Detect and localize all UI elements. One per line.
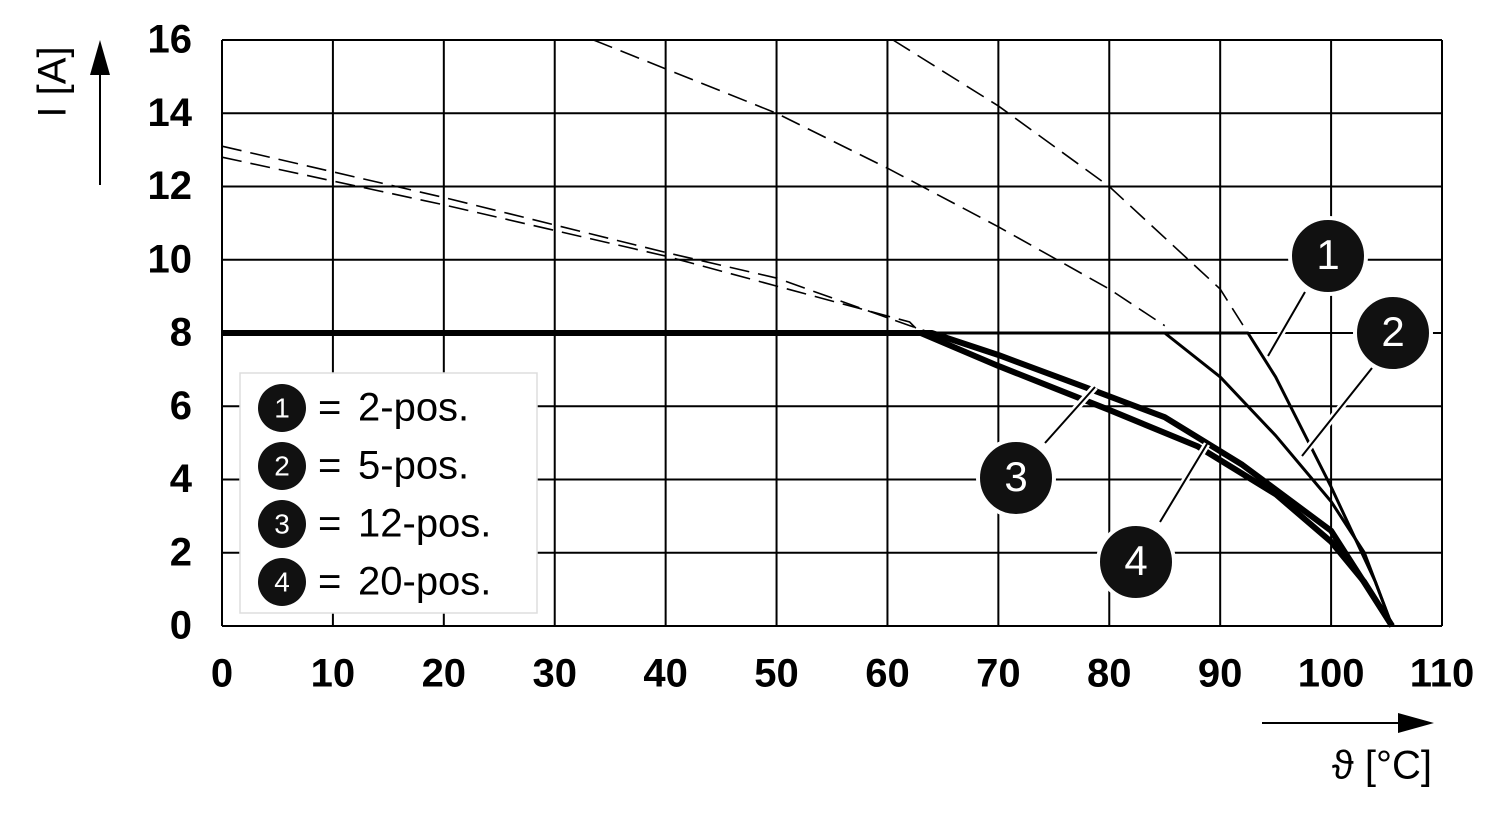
y-tick-label: 14 <box>148 91 193 135</box>
dashed-curve <box>221 156 922 334</box>
legend-separator: = <box>318 502 341 546</box>
legend-label: 20-pos. <box>358 560 491 604</box>
callout-circle <box>1353 293 1433 373</box>
derating-curve <box>222 331 1394 627</box>
x-tick-label: 30 <box>532 652 577 696</box>
callout-number: 1 <box>1316 231 1339 278</box>
x-tick-label: 10 <box>311 652 356 696</box>
y-axis-arrowhead <box>90 40 110 75</box>
legend-marker <box>258 500 306 548</box>
dashed-curve <box>221 145 933 334</box>
derating-curve <box>222 330 1395 628</box>
dashed-curve <box>892 39 1249 334</box>
callout-number: 2 <box>1381 308 1404 355</box>
x-tick-label: 80 <box>1087 652 1132 696</box>
legend-marker-number: 3 <box>274 508 290 539</box>
y-axis-label: I [A] <box>31 46 75 117</box>
y-tick-label: 0 <box>170 604 192 648</box>
x-axis-arrowhead <box>1398 713 1434 733</box>
y-tick-label: 8 <box>170 311 192 355</box>
legend-label: 5-pos. <box>358 444 469 488</box>
legend-marker <box>258 384 306 432</box>
x-axis-label: ϑ [°C] <box>1332 744 1432 788</box>
callout-number: 4 <box>1124 537 1147 584</box>
callout-leader <box>1267 291 1306 357</box>
legend-separator: = <box>318 444 341 488</box>
y-tick-label: 10 <box>148 237 193 281</box>
legend-separator: = <box>318 386 341 430</box>
legend-marker <box>258 442 306 490</box>
legend-marker-number: 4 <box>274 566 290 597</box>
callout-number: 3 <box>1004 453 1027 500</box>
callout-leader <box>1301 367 1373 457</box>
dashed-curve <box>593 39 1166 327</box>
y-tick-label: 2 <box>170 530 192 574</box>
y-tick-label: 6 <box>170 384 192 428</box>
legend-separator: = <box>318 560 341 604</box>
callout-leader <box>1044 386 1096 444</box>
callout-circle <box>1288 216 1368 296</box>
legend-label: 2-pos. <box>358 386 469 430</box>
x-tick-label: 50 <box>754 652 799 696</box>
derating-curve <box>222 330 1395 628</box>
legend-marker-number: 1 <box>274 392 290 423</box>
x-tick-label: 100 <box>1298 652 1365 696</box>
x-tick-label: 60 <box>865 652 910 696</box>
callout-circle <box>1096 522 1176 602</box>
legend-label: 12-pos. <box>358 502 491 546</box>
x-tick-label: 40 <box>643 652 688 696</box>
x-tick-label: 90 <box>1198 652 1243 696</box>
legend-marker-number: 2 <box>274 450 290 481</box>
legend-marker <box>258 558 306 606</box>
x-tick-label: 20 <box>422 652 467 696</box>
callout-leader <box>1159 443 1208 523</box>
x-tick-label: 110 <box>1410 652 1475 696</box>
x-tick-label: 70 <box>976 652 1021 696</box>
y-tick-label: 16 <box>148 18 193 62</box>
y-tick-label: 12 <box>148 164 193 208</box>
callout-circle <box>976 438 1056 518</box>
y-tick-label: 4 <box>170 457 193 501</box>
x-tick-label: 0 <box>211 652 233 696</box>
